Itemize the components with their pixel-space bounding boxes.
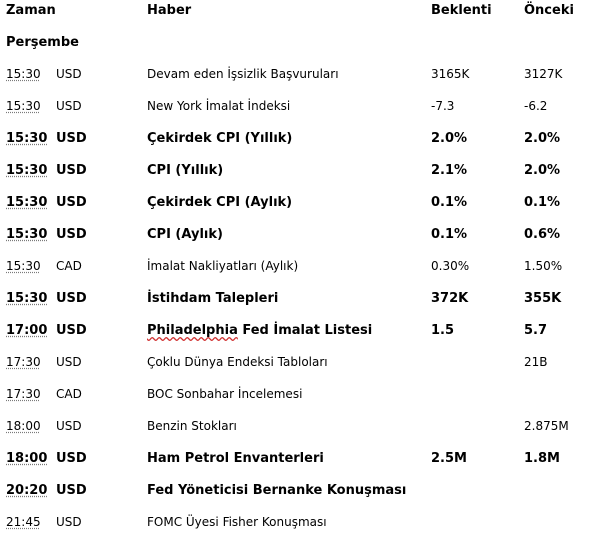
event-currency: USD — [56, 99, 82, 113]
event-time: 15:30 — [6, 195, 48, 210]
event-currency: USD — [56, 195, 87, 210]
header-news: Haber — [147, 3, 192, 18]
event-previous: 21B — [524, 355, 548, 369]
event-previous: 1.50% — [524, 259, 563, 273]
event-time: 15:30 — [6, 163, 48, 178]
event-previous: 2.0% — [524, 131, 561, 146]
day-label: Perşembe — [6, 35, 79, 50]
event-row: 17:00 USD Philadelphia Fed İmalat Listesi 1… — [0, 323, 598, 343]
event-previous: 2.0% — [524, 163, 561, 178]
event-time: 17:30 — [6, 387, 41, 401]
event-expected: 2.0% — [431, 131, 468, 146]
event-expected: 2.1% — [431, 163, 468, 178]
event-currency: USD — [56, 291, 87, 306]
event-expected: 0.30% — [431, 259, 470, 273]
event-news: CPI (Yıllık) — [147, 163, 224, 178]
event-time: 21:45 — [6, 515, 41, 529]
event-row: 15:30 USD Devam eden İşsizlik Başvuruları 3… — [0, 67, 598, 87]
event-expected: 0.1% — [431, 195, 468, 210]
event-row: 18:00 USD Benzin Stokları 2.875M — [0, 419, 598, 439]
event-time: 15:30 — [6, 227, 48, 242]
event-time: 15:30 — [6, 67, 41, 81]
event-row: 15:30 CAD İmalat Nakliyatları (Aylık) 0.30%… — [0, 259, 598, 279]
event-row: 20:20 USD Fed Yöneticisi Bernanke Konuşmas… — [0, 483, 598, 503]
event-time: 15:30 — [6, 131, 48, 146]
event-news-flagged-word: Philadelphia — [147, 323, 238, 338]
event-time: 18:00 — [6, 451, 48, 466]
event-currency: USD — [56, 419, 82, 433]
event-currency: USD — [56, 355, 82, 369]
event-currency: USD — [56, 323, 87, 338]
event-time: 17:00 — [6, 323, 48, 338]
event-row: 15:30 USD New York İmalat İndeksi -7.3 -6.2 — [0, 99, 598, 119]
event-time: 15:30 — [6, 291, 48, 306]
event-currency: CAD — [56, 259, 82, 273]
event-row: 17:30 USD Çoklu Dünya Endeksi Tabloları 21B — [0, 355, 598, 375]
event-time: 20:20 — [6, 483, 48, 498]
event-previous: 355K — [524, 291, 562, 306]
event-news: Ham Petrol Envanterleri — [147, 451, 324, 466]
header-time: Zaman — [6, 3, 56, 18]
event-expected: 372K — [431, 291, 469, 306]
event-previous: 5.7 — [524, 323, 548, 338]
event-news: New York İmalat İndeksi — [147, 99, 291, 113]
event-expected: 2.5M — [431, 451, 467, 466]
header-row: Zaman Haber Beklenti Önceki — [0, 3, 598, 21]
event-news: İstihdam Talepleri — [147, 291, 279, 306]
event-news: Philadelphia Fed İmalat Listesi — [147, 323, 372, 338]
event-news: Çoklu Dünya Endeksi Tabloları — [147, 355, 328, 369]
event-currency: USD — [56, 67, 82, 81]
event-expected: 0.1% — [431, 227, 468, 242]
event-row: 15:30 USD Çekirdek CPI (Aylık) 0.1% 0.1% — [0, 195, 598, 215]
event-expected: -7.3 — [431, 99, 455, 113]
event-news: Çekirdek CPI (Aylık) — [147, 195, 293, 210]
event-currency: USD — [56, 131, 87, 146]
event-news: BOC Sonbahar İncelemesi — [147, 387, 303, 401]
event-time: 15:30 — [6, 99, 41, 113]
header-previous: Önceki — [524, 3, 574, 18]
event-news-rest: Fed İmalat Listesi — [237, 323, 373, 338]
event-previous: 0.1% — [524, 195, 561, 210]
event-row: 15:30 USD İstihdam Talepleri 372K 355K — [0, 291, 598, 311]
event-news: FOMC Üyesi Fisher Konuşması — [147, 515, 327, 529]
event-news: Çekirdek CPI (Yıllık) — [147, 131, 293, 146]
event-news: Fed Yöneticisi Bernanke Konuşması — [147, 483, 407, 498]
event-news: Benzin Stokları — [147, 419, 237, 433]
event-previous: 1.8M — [524, 451, 560, 466]
event-news: İmalat Nakliyatları (Aylık) — [147, 259, 299, 273]
event-news: CPI (Aylık) — [147, 227, 223, 242]
event-previous: 0.6% — [524, 227, 561, 242]
event-previous: 3127K — [524, 67, 563, 81]
event-currency: CAD — [56, 387, 82, 401]
event-time: 17:30 — [6, 355, 41, 369]
event-row: 17:30 CAD BOC Sonbahar İncelemesi — [0, 387, 598, 407]
header-expected: Beklenti — [431, 3, 492, 18]
event-time: 15:30 — [6, 259, 41, 273]
event-news: Devam eden İşsizlik Başvuruları — [147, 67, 339, 81]
event-currency: USD — [56, 451, 87, 466]
event-row: 18:00 USD Ham Petrol Envanterleri 2.5M 1.8M — [0, 451, 598, 471]
event-previous: -6.2 — [524, 99, 548, 113]
event-row: 21:45 USD FOMC Üyesi Fisher Konuşması — [0, 515, 598, 535]
event-currency: USD — [56, 515, 82, 529]
event-row: 15:30 USD Çekirdek CPI (Yıllık) 2.0% 2.0% — [0, 131, 598, 151]
event-currency: USD — [56, 483, 87, 498]
event-currency: USD — [56, 163, 87, 178]
event-expected: 1.5 — [431, 323, 455, 338]
event-row: 15:30 USD CPI (Aylık) 0.1% 0.6% — [0, 227, 598, 247]
event-currency: USD — [56, 227, 87, 242]
event-row: 15:30 USD CPI (Yıllık) 2.1% 2.0% — [0, 163, 598, 183]
event-expected: 3165K — [431, 67, 470, 81]
event-previous: 2.875M — [524, 419, 569, 433]
event-time: 18:00 — [6, 419, 41, 433]
